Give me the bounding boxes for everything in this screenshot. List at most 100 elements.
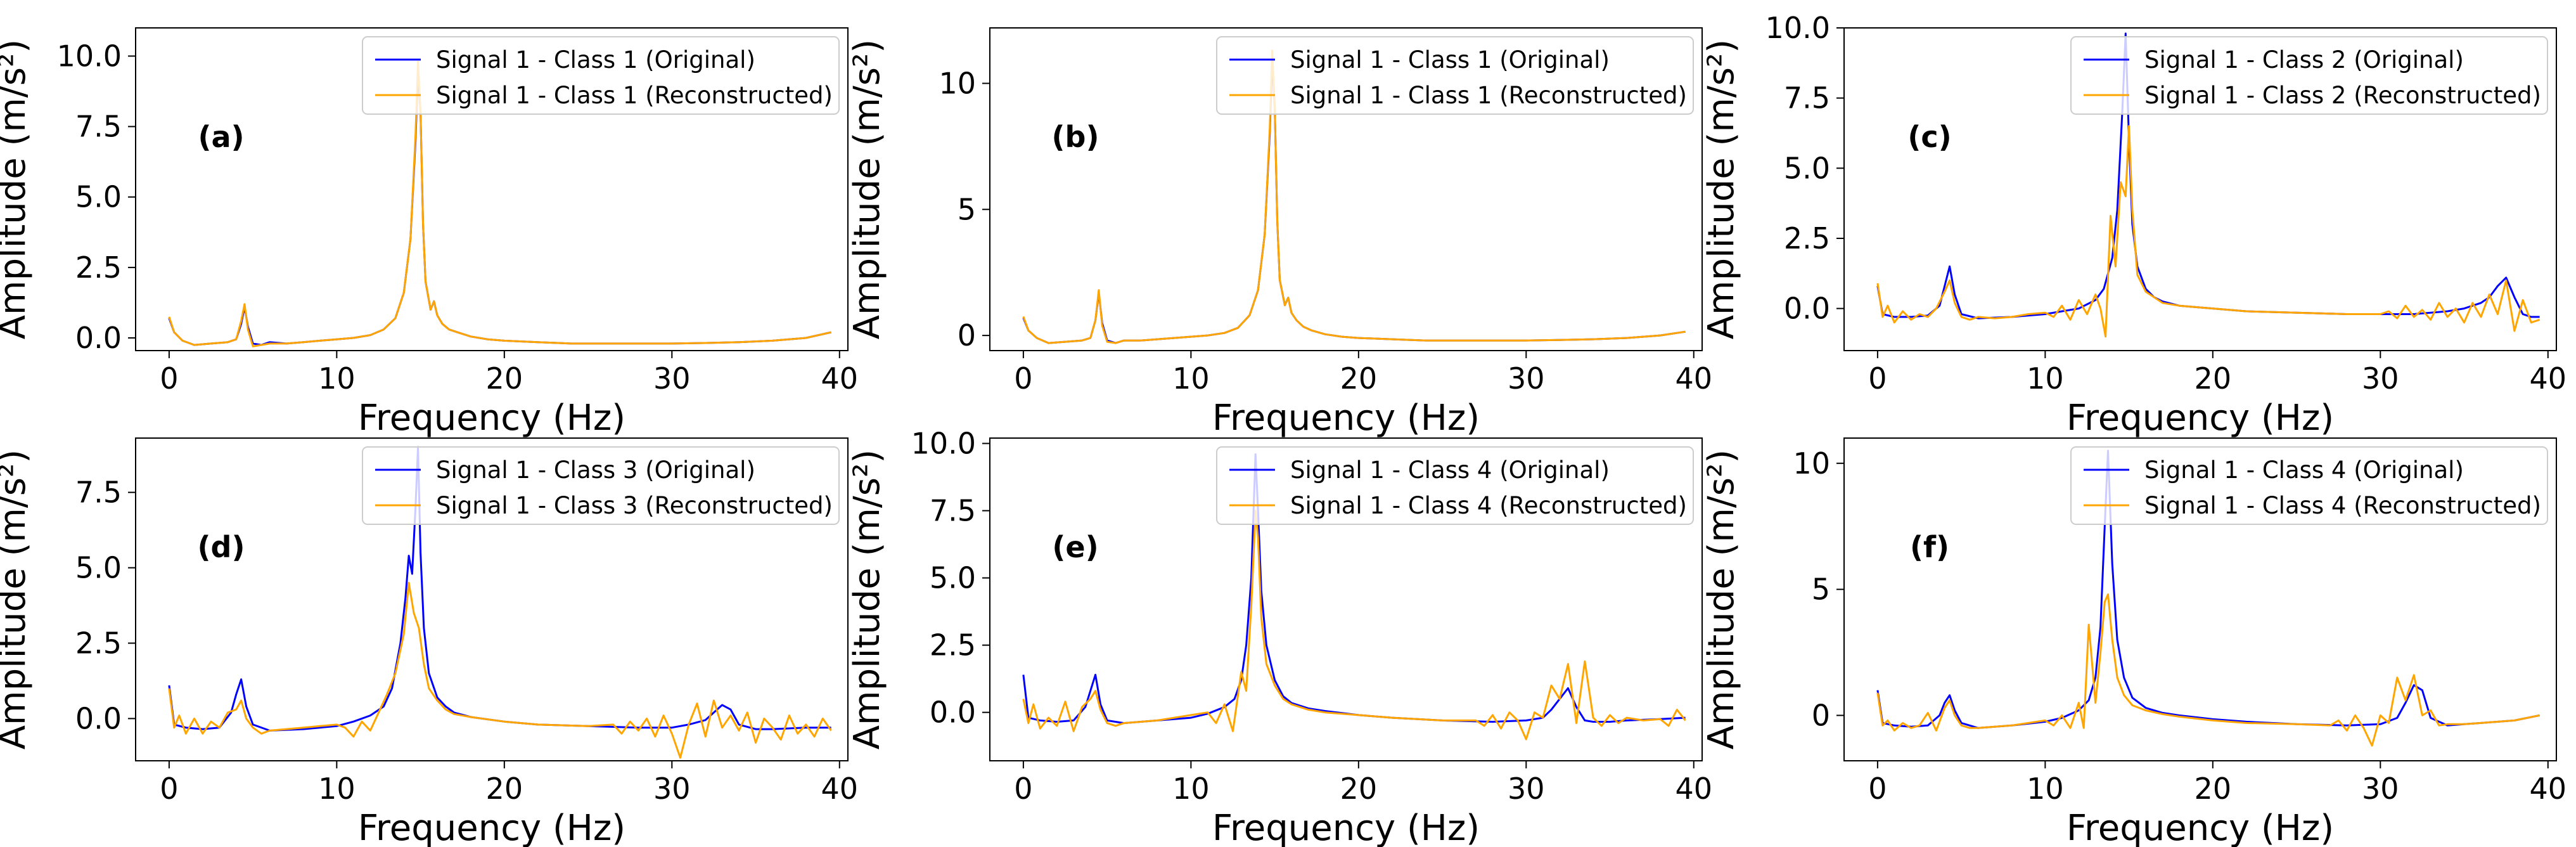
- x-axis-label: Frequency (Hz): [2067, 808, 2334, 847]
- x-tick-label: 20: [486, 361, 523, 396]
- x-tick-label: 0: [160, 772, 178, 806]
- plot-frame: [135, 27, 849, 351]
- x-tick-label: 30: [1508, 361, 1545, 396]
- y-tick-label: 2.5: [75, 626, 122, 660]
- y-tick-label: 10.0: [1765, 11, 1830, 45]
- y-tick-label: 5: [1812, 572, 1830, 607]
- x-tick-label: 10: [318, 772, 356, 806]
- x-tick-label: 40: [821, 772, 859, 806]
- legend: Signal 1 - Class 1 (Original) Signal 1 - …: [362, 36, 840, 115]
- y-tick-label: 0.0: [75, 321, 122, 355]
- y-tick-label: 7.5: [1784, 81, 1830, 115]
- plot-frame: [989, 437, 1703, 761]
- x-tick-label: 40: [1676, 361, 1713, 396]
- legend-label-reconstructed: Signal 1 - Class 1 (Reconstructed): [436, 82, 833, 109]
- y-tick-label: 2.5: [75, 250, 122, 285]
- legend-label-reconstructed: Signal 1 - Class 1 (Reconstructed): [1290, 82, 1687, 109]
- legend-label-original: Signal 1 - Class 3 (Original): [436, 456, 755, 484]
- series-line-reconstructed: [1876, 125, 2541, 338]
- x-axis-label: Frequency (Hz): [1212, 398, 1480, 439]
- y-tick-label: 10: [939, 66, 976, 100]
- y-tick-label: 5.0: [1784, 151, 1830, 185]
- legend-label-original: Signal 1 - Class 1 (Original): [1290, 46, 1610, 74]
- y-tick-label: 5.0: [930, 561, 976, 595]
- x-tick-label: 0: [1868, 772, 1887, 806]
- legend-label-reconstructed: Signal 1 - Class 4 (Reconstructed): [1290, 492, 1687, 519]
- legend-label-reconstructed: Signal 1 - Class 3 (Reconstructed): [436, 492, 833, 519]
- legend-box: [1216, 36, 1694, 115]
- panel-label: (d): [198, 530, 245, 564]
- legend-label-original: Signal 1 - Class 4 (Original): [2144, 456, 2464, 484]
- x-tick-label: 10: [318, 361, 356, 396]
- y-tick-label: 5: [958, 192, 976, 226]
- legend: Signal 1 - Class 1 (Original) Signal 1 - …: [1216, 36, 1694, 115]
- x-tick-label: 30: [2362, 361, 2399, 396]
- x-tick-label: 20: [2195, 772, 2232, 806]
- panel-label: (f): [1910, 530, 1949, 564]
- chart-panel-3: 0 10 20 30 40 0.0 2.5 5.0 7.5 10.0 Frequency (Hz) A…: [1701, 11, 2566, 439]
- x-tick-label: 0: [1014, 772, 1032, 806]
- x-tick-label: 0: [1868, 361, 1887, 396]
- chart-panel-5: 0 10 20 30 40 0.0 2.5 5.0 7.5 10.0 Frequency (Hz) A…: [847, 426, 1712, 847]
- legend-box: [2070, 446, 2548, 525]
- panel-label: (b): [1052, 120, 1099, 154]
- y-tick-label: 7.5: [75, 475, 122, 510]
- y-tick-label: 5.0: [75, 180, 122, 214]
- legend-box: [362, 446, 840, 525]
- series-line-reconstructed: [1876, 593, 2540, 747]
- plot-frame: [989, 27, 1703, 351]
- y-tick-label: 0.0: [1784, 292, 1830, 326]
- x-tick-label: 0: [160, 361, 178, 396]
- x-tick-label: 20: [1340, 772, 1378, 806]
- x-tick-label: 20: [2195, 361, 2232, 396]
- y-axis-label: Amplitude (m/s²): [1701, 39, 1742, 340]
- panel-label: (e): [1052, 530, 1098, 564]
- x-tick-label: 10: [2027, 361, 2064, 396]
- y-tick-label: 7.5: [75, 110, 122, 144]
- y-tick-label: 2.5: [1784, 221, 1830, 255]
- y-tick-label: 0: [1812, 698, 1830, 732]
- plot-frame: [1843, 437, 2557, 761]
- y-tick-label: 0: [958, 318, 976, 352]
- x-tick-label: 20: [486, 772, 523, 806]
- legend-label-reconstructed: Signal 1 - Class 4 (Reconstructed): [2144, 492, 2541, 519]
- x-tick-label: 30: [1508, 772, 1545, 806]
- x-tick-label: 10: [2027, 772, 2064, 806]
- legend: Signal 1 - Class 3 (Original) Signal 1 - …: [362, 446, 840, 525]
- x-tick-label: 30: [653, 772, 691, 806]
- x-tick-label: 10: [1172, 361, 1210, 396]
- x-axis-label: Frequency (Hz): [1212, 808, 1480, 847]
- panel-label: (c): [1907, 120, 1951, 154]
- x-axis-label: Frequency (Hz): [358, 808, 625, 847]
- series-line-reconstructed: [168, 60, 831, 347]
- series-line-reconstructed: [1022, 510, 1686, 740]
- y-tick-label: 0.0: [930, 695, 976, 730]
- y-axis-label: Amplitude (m/s²): [0, 449, 34, 750]
- series-line-original: [1022, 453, 1686, 725]
- chart-panel-1: 0 10 20 30 40 0.0 2.5 5.0 7.5 10.0 Frequency (Hz) A…: [0, 27, 859, 439]
- legend-label-original: Signal 1 - Class 1 (Original): [436, 46, 755, 74]
- panel-label: (a): [198, 120, 244, 154]
- x-axis-label: Frequency (Hz): [358, 398, 625, 439]
- plot-frame: [1843, 27, 2557, 351]
- y-tick-label: 7.5: [930, 494, 976, 528]
- x-tick-label: 30: [653, 361, 691, 396]
- x-tick-label: 0: [1014, 361, 1032, 396]
- y-axis-label: Amplitude (m/s²): [847, 39, 888, 340]
- y-tick-label: 10: [1793, 446, 1830, 481]
- x-tick-label: 40: [821, 361, 859, 396]
- x-tick-label: 40: [2530, 772, 2567, 806]
- y-tick-label: 5.0: [75, 551, 122, 585]
- legend: Signal 1 - Class 4 (Original) Signal 1 - …: [1216, 446, 1694, 525]
- y-tick-label: 10.0: [57, 39, 122, 73]
- legend-label-original: Signal 1 - Class 2 (Original): [2144, 46, 2464, 74]
- x-tick-label: 20: [1340, 361, 1378, 396]
- x-tick-label: 40: [1676, 772, 1713, 806]
- y-tick-label: 10.0: [911, 426, 976, 460]
- legend: Signal 1 - Class 2 (Original) Signal 1 - …: [2070, 36, 2548, 115]
- x-tick-label: 10: [1172, 772, 1210, 806]
- series-line-reconstructed: [168, 581, 832, 759]
- y-axis-label: Amplitude (m/s²): [847, 449, 888, 750]
